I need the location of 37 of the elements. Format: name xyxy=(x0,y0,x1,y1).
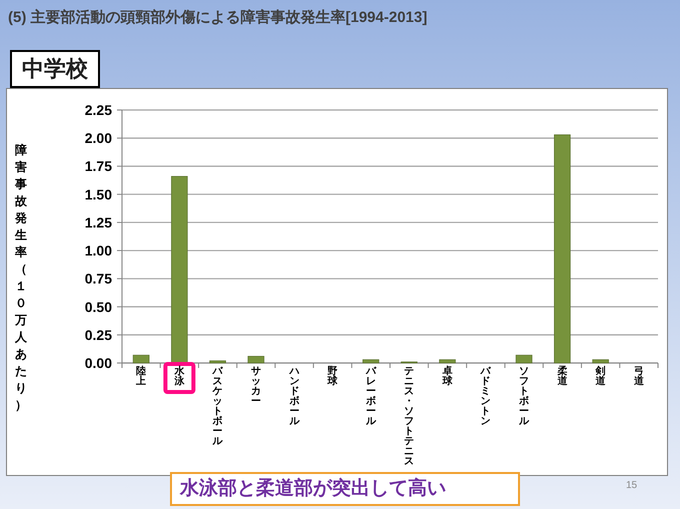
x-tick-label: 野球 xyxy=(328,366,338,387)
x-tick-label: ハンドボール xyxy=(289,366,300,427)
x-tick-label: バスケットボール xyxy=(212,366,223,447)
y-tick-label: 0.00 xyxy=(84,355,112,371)
y-tick-label: 1.50 xyxy=(84,186,112,202)
bar xyxy=(248,356,264,364)
y-tick-label: 2.00 xyxy=(84,130,112,146)
bar xyxy=(209,360,226,364)
bar xyxy=(362,359,380,364)
bar xyxy=(439,359,456,364)
x-tick-label: 卓球 xyxy=(442,366,452,387)
x-tick-label: 水泳 xyxy=(174,366,184,387)
x-tick-label: 柔道 xyxy=(557,366,568,387)
y-tick-label: 1.75 xyxy=(84,158,112,174)
y-tick-label: 1.00 xyxy=(84,242,112,259)
x-tick-label: 弓道 xyxy=(634,366,644,387)
bar xyxy=(554,134,571,364)
x-tick-label: 陸上 xyxy=(136,366,146,387)
y-tick-label: 1.25 xyxy=(84,214,112,230)
chart-title: (5) 主要部活動の頭頸部外傷による障害事故発生率[1994-2013] xyxy=(8,8,428,27)
y-tick-label: 0.25 xyxy=(84,326,112,343)
x-tick-label: ソフトボール xyxy=(519,366,529,427)
y-tick-label: 2.25 xyxy=(84,102,112,118)
y-tick-label: 0.50 xyxy=(84,298,112,315)
x-tick-label: 剣道 xyxy=(596,366,606,387)
chart-subtitle: 中学校 xyxy=(10,50,100,88)
bar xyxy=(592,359,609,364)
bar xyxy=(132,354,150,364)
y-tick-label: 0.75 xyxy=(84,270,112,287)
x-tick-label: サッカー xyxy=(251,366,261,407)
bar xyxy=(516,354,532,364)
text: 15 xyxy=(626,480,638,491)
x-tick-label: バレーボール xyxy=(366,366,376,427)
text: 障害事故発生率（１０万人あたり） xyxy=(15,143,27,412)
text: 水泳部と柔道部が突出して高い xyxy=(170,472,520,506)
category-label: テニス・ソフトテニス xyxy=(404,366,414,467)
x-tick-label: バドミントン xyxy=(480,366,491,427)
